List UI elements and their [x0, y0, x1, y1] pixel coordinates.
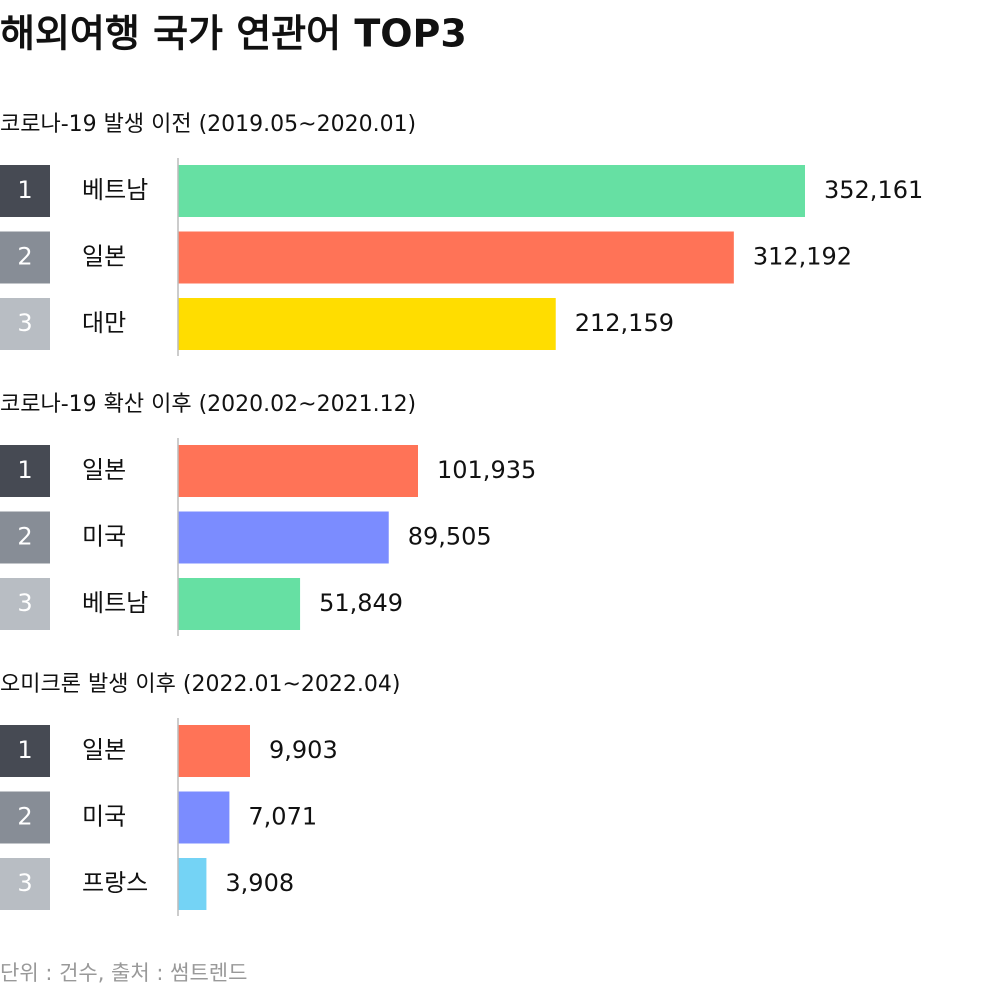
footer: 단위 : 건수, 출처 : 썸트렌드: [0, 961, 247, 985]
category-label: 일본: [82, 243, 126, 271]
value-label: 51,849: [319, 589, 403, 617]
rank-label: 1: [17, 176, 32, 204]
value-label: 101,935: [437, 456, 536, 484]
rank-box: [0, 445, 50, 497]
category-label: 베트남: [82, 176, 148, 204]
rank-label: 1: [17, 736, 32, 764]
panel-title: 오미크론 발생 이후 (2022.01~2022.04): [0, 672, 400, 697]
rank-label: 2: [17, 243, 32, 271]
rank-box: [0, 511, 50, 564]
rank-box: [0, 578, 50, 630]
value-label: 352,161: [824, 176, 923, 204]
bar: [178, 231, 734, 284]
value-label: 312,192: [753, 243, 852, 271]
bar: [178, 791, 230, 844]
bar: [178, 858, 207, 910]
panel-title: 코로나-19 확산 이후 (2020.02~2021.12): [0, 392, 416, 417]
rank-label: 2: [17, 803, 32, 831]
rank-label: 3: [17, 309, 32, 337]
value-label: 212,159: [575, 309, 674, 337]
value-label: 9,903: [269, 736, 338, 764]
panel-title: 코로나-19 발생 이전 (2019.05~2020.01): [0, 112, 416, 137]
rank-box: [0, 231, 50, 284]
category-label: 일본: [82, 736, 126, 764]
bar: [178, 298, 556, 350]
category-label: 미국: [82, 803, 126, 831]
category-label: 미국: [82, 523, 126, 551]
value-label: 3,908: [225, 869, 294, 897]
category-label: 베트남: [82, 589, 148, 617]
value-label: 7,071: [248, 803, 317, 831]
rank-label: 3: [17, 869, 32, 897]
rank-box: [0, 858, 50, 910]
rank-label: 1: [17, 456, 32, 484]
page-title: 해외여행 국가 연관어 TOP3: [0, 12, 467, 56]
rank-box: [0, 298, 50, 350]
rank-label: 3: [17, 589, 32, 617]
bar: [178, 578, 301, 630]
category-label: 일본: [82, 456, 126, 484]
rank-box: [0, 791, 50, 844]
bar: [178, 445, 418, 497]
category-label: 대만: [82, 309, 126, 337]
rank-box: [0, 725, 50, 777]
rank-label: 2: [17, 523, 32, 551]
bar: [178, 165, 805, 217]
category-label: 프랑스: [82, 869, 148, 897]
rank-box: [0, 165, 50, 217]
value-label: 89,505: [408, 523, 492, 551]
bar: [178, 725, 250, 777]
bar: [178, 511, 389, 564]
